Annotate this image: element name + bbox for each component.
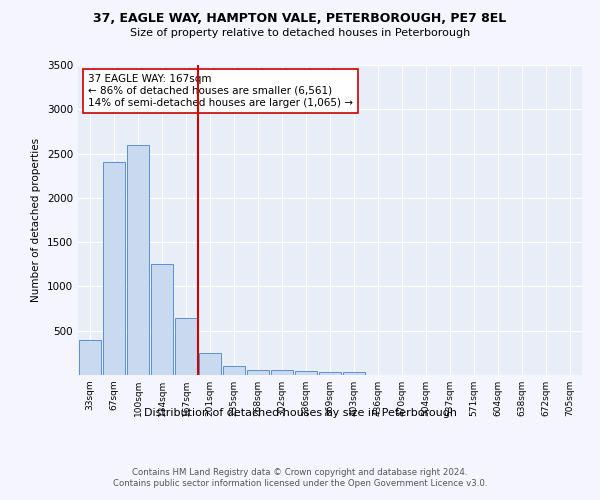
Bar: [223, 366, 245, 375]
Bar: [343, 372, 365, 375]
Bar: [127, 144, 149, 375]
Y-axis label: Number of detached properties: Number of detached properties: [31, 138, 41, 302]
Bar: [175, 318, 197, 375]
Bar: [295, 370, 317, 375]
Bar: [199, 353, 221, 375]
Text: Contains HM Land Registry data © Crown copyright and database right 2024.
Contai: Contains HM Land Registry data © Crown c…: [113, 468, 487, 487]
Text: Distribution of detached houses by size in Peterborough: Distribution of detached houses by size …: [143, 408, 457, 418]
Bar: [79, 340, 101, 375]
Text: 37, EAGLE WAY, HAMPTON VALE, PETERBOROUGH, PE7 8EL: 37, EAGLE WAY, HAMPTON VALE, PETERBOROUG…: [94, 12, 506, 26]
Bar: [151, 264, 173, 375]
Text: Size of property relative to detached houses in Peterborough: Size of property relative to detached ho…: [130, 28, 470, 38]
Text: 37 EAGLE WAY: 167sqm
← 86% of detached houses are smaller (6,561)
14% of semi-de: 37 EAGLE WAY: 167sqm ← 86% of detached h…: [88, 74, 353, 108]
Bar: [103, 162, 125, 375]
Bar: [271, 370, 293, 375]
Bar: [319, 372, 341, 375]
Bar: [247, 370, 269, 375]
